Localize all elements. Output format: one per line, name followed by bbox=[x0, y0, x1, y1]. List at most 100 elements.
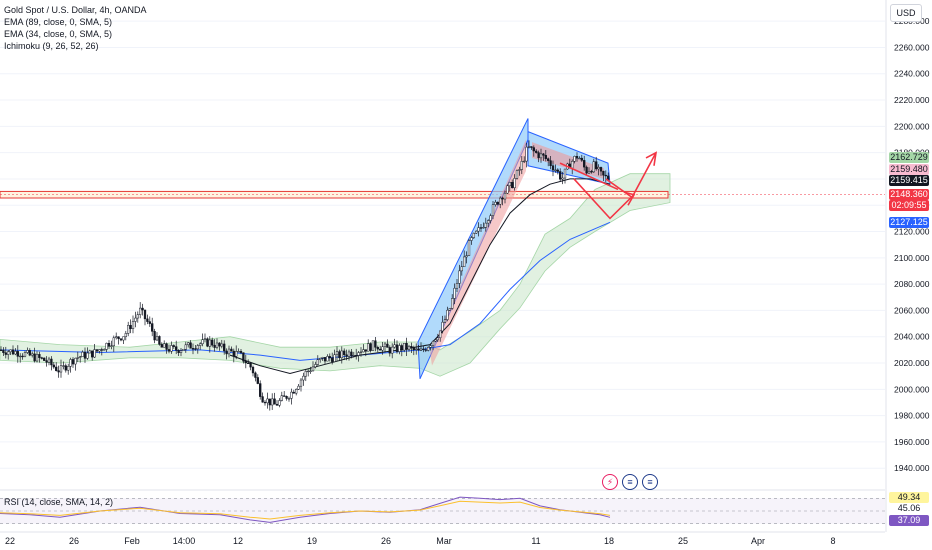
candle-body bbox=[26, 350, 29, 353]
ichimoku-cloud bbox=[0, 173, 671, 377]
candle-body bbox=[33, 353, 36, 362]
candle-body bbox=[283, 395, 286, 397]
time-axis-label: Apr bbox=[751, 536, 765, 546]
candle-body bbox=[122, 336, 125, 341]
candle-body bbox=[194, 348, 197, 350]
price-axis-label: 2000.000 bbox=[894, 384, 930, 394]
candle-body bbox=[398, 345, 401, 352]
candle-body bbox=[556, 169, 559, 172]
candle-body bbox=[88, 350, 91, 354]
candle-body bbox=[472, 232, 475, 238]
rsi-sma-line bbox=[0, 500, 611, 520]
candle-body bbox=[470, 237, 473, 241]
candle-body bbox=[2, 349, 5, 353]
candle-body bbox=[453, 287, 456, 299]
candle-body bbox=[496, 201, 499, 205]
candle-body bbox=[458, 270, 461, 284]
candle-body bbox=[235, 351, 238, 357]
candle-body bbox=[383, 343, 387, 347]
candle-body bbox=[441, 321, 444, 332]
candle-body bbox=[112, 337, 115, 347]
candle-body bbox=[403, 342, 406, 351]
candle-body bbox=[83, 351, 87, 359]
candle-body bbox=[302, 375, 305, 381]
candle-body bbox=[81, 351, 84, 357]
candle-body bbox=[412, 347, 415, 351]
candle-body bbox=[14, 351, 17, 355]
candle-body bbox=[223, 343, 226, 352]
candle-body bbox=[163, 343, 166, 348]
candle-body bbox=[151, 323, 154, 332]
candle-body bbox=[105, 342, 108, 350]
ichimoku-legend[interactable]: Ichimoku (9, 26, 52, 26) bbox=[4, 41, 99, 51]
us-flag-icon[interactable]: ≡ bbox=[622, 474, 638, 490]
candle-body bbox=[304, 371, 307, 377]
candle-body bbox=[110, 345, 113, 347]
price-axis-label: 2240.000 bbox=[894, 69, 930, 79]
candle-body bbox=[451, 298, 454, 309]
candle-body bbox=[275, 403, 279, 406]
candle-body bbox=[208, 339, 211, 347]
candle-body bbox=[587, 171, 591, 174]
candle-body bbox=[460, 266, 463, 272]
candle-body bbox=[515, 170, 519, 179]
price-tag: 2159.415 bbox=[889, 175, 929, 186]
time-axis-label: 22 bbox=[5, 536, 15, 546]
ema89-legend[interactable]: EMA (89, close, 0, SMA, 5) bbox=[4, 17, 113, 27]
candle-body bbox=[227, 348, 231, 355]
candle-body bbox=[489, 215, 492, 221]
time-axis-label: 26 bbox=[381, 536, 391, 546]
candle-body bbox=[158, 336, 161, 345]
candle-body bbox=[242, 352, 245, 362]
candle-body bbox=[491, 204, 495, 216]
pullback-projection-arrow bbox=[573, 178, 635, 220]
candle-body bbox=[309, 370, 312, 372]
candle-body bbox=[131, 321, 135, 330]
candle-body bbox=[467, 240, 471, 256]
candle-body bbox=[494, 201, 497, 205]
candle-body bbox=[280, 395, 283, 401]
candle-body bbox=[391, 346, 394, 354]
candle-body bbox=[91, 350, 94, 358]
candle-body bbox=[172, 345, 175, 347]
time-axis-label: Feb bbox=[124, 536, 140, 546]
candle-body bbox=[539, 153, 543, 159]
candle-body bbox=[551, 165, 555, 171]
candle-body bbox=[571, 161, 574, 169]
rsi-legend[interactable]: RSI (14, close, SMA, 14, 2) bbox=[4, 497, 114, 507]
candle-body bbox=[465, 255, 468, 258]
candle-body bbox=[475, 230, 478, 234]
us-flag-icon-2[interactable]: ≡ bbox=[642, 474, 658, 490]
candle-body bbox=[513, 178, 516, 189]
candle-body bbox=[7, 351, 10, 355]
candle-body bbox=[160, 344, 163, 348]
currency-button[interactable]: USD bbox=[890, 4, 922, 22]
candle-body bbox=[139, 307, 142, 315]
candle-body bbox=[508, 182, 511, 187]
candle-body bbox=[59, 365, 63, 373]
price-axis-label: 1960.000 bbox=[894, 437, 930, 447]
candle-body bbox=[175, 346, 178, 351]
candle-body bbox=[355, 355, 358, 357]
candle-body bbox=[47, 358, 51, 363]
candle-body bbox=[31, 353, 34, 356]
candle-body bbox=[52, 364, 55, 368]
candle-body bbox=[338, 351, 341, 359]
rsi-tag: 45.06 bbox=[889, 503, 929, 514]
price-axis-label: 2120.000 bbox=[894, 227, 930, 237]
candle-body bbox=[299, 379, 303, 387]
candle-body bbox=[484, 222, 487, 228]
lightning-icon[interactable]: ⚡ bbox=[602, 474, 618, 490]
candle-body bbox=[237, 351, 240, 353]
candle-body bbox=[184, 344, 187, 350]
candle-body bbox=[388, 347, 391, 354]
candle-body bbox=[199, 343, 202, 346]
candle-body bbox=[400, 345, 403, 351]
price-axis-label: 2060.000 bbox=[894, 305, 930, 315]
candle-body bbox=[501, 197, 504, 200]
ema34-legend[interactable]: EMA (34, close, 0, SMA, 5) bbox=[4, 29, 113, 39]
symbol-legend[interactable]: Gold Spot / U.S. Dollar, 4h, OANDA bbox=[4, 5, 147, 15]
candle-body bbox=[374, 340, 377, 348]
